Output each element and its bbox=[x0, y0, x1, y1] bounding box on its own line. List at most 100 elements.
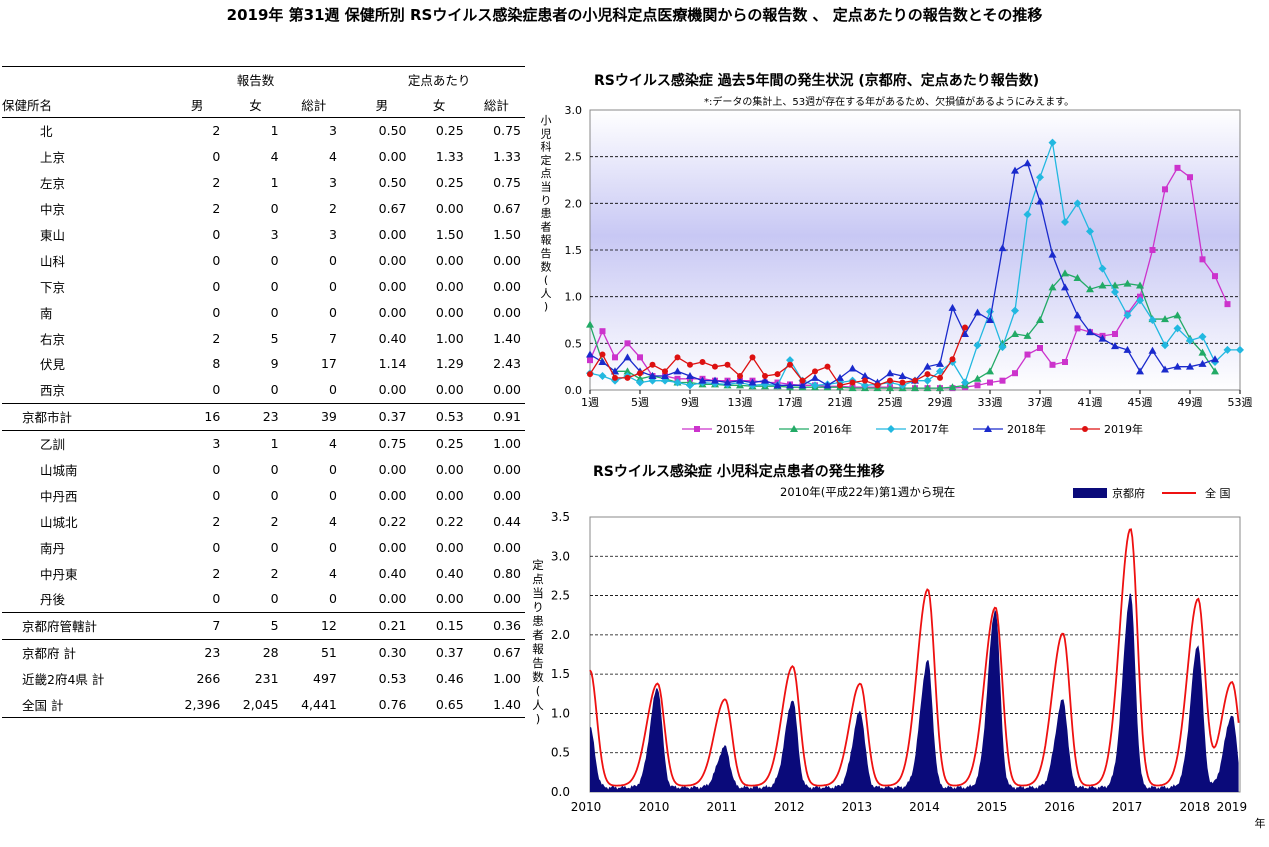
male-count: 2 bbox=[212, 201, 221, 217]
chart1-legend-marker bbox=[1082, 426, 1088, 432]
male-rate: 0.22 bbox=[378, 513, 407, 529]
chart1-xtick-label: 21週 bbox=[828, 396, 853, 409]
female-count: 0 bbox=[270, 252, 279, 268]
table-row: 全国 計 2,396 2,045 4,441 0.76 0.65 1.40 bbox=[2, 691, 525, 719]
chart1-data-point bbox=[1199, 256, 1206, 263]
chart2-ytick-label: 2.0 bbox=[551, 628, 570, 642]
total-count: 0 bbox=[328, 304, 337, 320]
chart1-data-point bbox=[599, 351, 606, 358]
chart1-data-point bbox=[1086, 227, 1094, 236]
female-count: 0 bbox=[270, 487, 279, 503]
female-rate: 0.00 bbox=[435, 278, 464, 294]
chart1-data-point bbox=[936, 359, 944, 367]
male-rate: 0.30 bbox=[353, 638, 411, 666]
chart1-title: RSウイルス感染症 過去5年間の発生状況 (京都府、定点あたり報告数) bbox=[594, 73, 1040, 89]
chart2-ytick-label: 0.0 bbox=[551, 785, 570, 799]
chart1-data-point bbox=[1198, 332, 1207, 341]
female-rate: 0.00 bbox=[435, 591, 464, 607]
chart1-data-point bbox=[811, 381, 819, 390]
total-rate: 0.00 bbox=[493, 278, 521, 294]
chart1-data-point bbox=[848, 364, 857, 372]
female-count: 28 bbox=[226, 638, 285, 666]
chart1-data-point bbox=[599, 328, 606, 335]
chart1-data-point bbox=[1048, 250, 1057, 258]
chart1-data-point bbox=[886, 369, 894, 377]
female-count: 0 bbox=[270, 201, 279, 217]
female-rate: 0.25 bbox=[435, 123, 464, 139]
chart1-data-point bbox=[736, 376, 744, 384]
station-name: 京都市計 bbox=[2, 402, 168, 431]
male-count: 0 bbox=[212, 539, 221, 555]
chart1-data-point bbox=[1098, 281, 1107, 289]
chart1-xtick-label: 25週 bbox=[878, 396, 903, 409]
chart1-data-point bbox=[661, 372, 669, 379]
female-rate: 0.00 bbox=[435, 487, 464, 503]
female-rate: 0.40 bbox=[435, 565, 464, 581]
female-rate: 1.50 bbox=[435, 227, 464, 242]
chart1-data-point bbox=[1023, 210, 1032, 219]
chart1-xtick-label: 41週 bbox=[1078, 396, 1103, 409]
female-count: 3 bbox=[270, 227, 279, 242]
chart1-data-point bbox=[612, 354, 618, 361]
female-rate: 0.15 bbox=[410, 611, 468, 640]
male-rate: 0.00 bbox=[378, 304, 407, 320]
table-row: 山城南 0 0 0 0.00 0.00 0.00 bbox=[2, 457, 525, 483]
female-count: 2 bbox=[270, 513, 279, 529]
table-row: 中丹西 0 0 0 0.00 0.00 0.00 bbox=[2, 482, 525, 508]
male-count: 0 bbox=[212, 227, 221, 242]
station-name: 下京 bbox=[40, 279, 66, 295]
chart1-data-point bbox=[799, 377, 806, 384]
chart2-ytick-label: 3.5 bbox=[551, 510, 570, 524]
chart1-data-point bbox=[874, 382, 881, 389]
col-rate-female-header: 女 bbox=[410, 91, 468, 118]
chart1-data-point bbox=[886, 384, 894, 392]
chart2-ytick-label: 0.5 bbox=[551, 746, 570, 760]
chart1-legend-marker bbox=[887, 425, 895, 433]
chart1-data-point bbox=[974, 382, 981, 389]
chart1-data-point bbox=[787, 361, 793, 368]
chart1-data-point bbox=[1036, 316, 1044, 323]
female-count: 0 bbox=[270, 382, 279, 398]
male-rate: 0.00 bbox=[378, 278, 407, 294]
chart1-data-point bbox=[624, 340, 631, 347]
chart1-data-point bbox=[786, 381, 794, 389]
chart1-data-point bbox=[786, 356, 794, 365]
total-count: 2 bbox=[328, 201, 337, 217]
table-row: 南丹 0 0 0 0.00 0.00 0.00 bbox=[2, 534, 525, 560]
chart1-data-point bbox=[1011, 166, 1019, 174]
chart1-data-point bbox=[923, 376, 932, 385]
male-count: 0 bbox=[212, 487, 221, 503]
station-name: 中京 bbox=[40, 202, 66, 218]
chart1-data-point bbox=[1186, 362, 1194, 370]
chart1-data-point bbox=[649, 361, 656, 368]
chart1-data-point bbox=[973, 341, 982, 350]
chart2-ytick-label: 3.0 bbox=[551, 549, 570, 563]
station-name: 上京 bbox=[40, 150, 66, 166]
chart1-data-point bbox=[1161, 365, 1169, 373]
total-rate: 0.00 bbox=[493, 539, 521, 555]
chart1-data-point bbox=[1211, 367, 1219, 375]
female-count: 0 bbox=[270, 278, 279, 294]
station-name: 中丹西 bbox=[40, 488, 78, 504]
table-row: 西京 0 0 0 0.00 0.00 0.00 bbox=[2, 377, 525, 403]
chart1-data-point bbox=[924, 371, 931, 378]
chart1-data-point bbox=[937, 374, 943, 381]
chart1-data-point bbox=[1123, 279, 1132, 287]
male-rate: 0.00 bbox=[378, 227, 407, 242]
total-count: 51 bbox=[284, 638, 343, 666]
total-count: 0 bbox=[328, 252, 337, 268]
male-count: 7 bbox=[168, 611, 227, 640]
chart1-data-point bbox=[1123, 311, 1132, 320]
total-count: 3 bbox=[328, 123, 337, 139]
female-count: 0 bbox=[270, 462, 279, 478]
chart1-data-point bbox=[986, 316, 994, 323]
chart1-data-point bbox=[998, 343, 1007, 352]
station-name: 中丹東 bbox=[40, 566, 78, 582]
female-rate: 1.00 bbox=[435, 330, 464, 346]
chart1-data-point bbox=[723, 378, 732, 386]
chart2-xtick-label: 2013 bbox=[842, 800, 873, 814]
chart1-data-point bbox=[1036, 197, 1044, 205]
chart1-data-point bbox=[936, 384, 944, 392]
chart1-data-point bbox=[986, 367, 994, 375]
chart1-data-point bbox=[637, 370, 643, 377]
